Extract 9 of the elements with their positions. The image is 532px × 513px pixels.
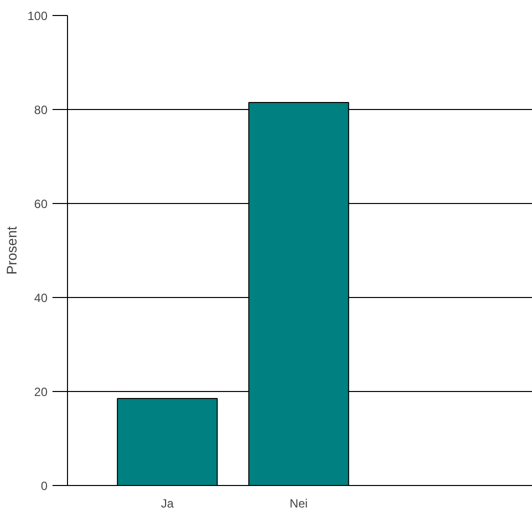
- y-tick-label: 0: [40, 479, 48, 493]
- y-tick-label: 100: [27, 9, 48, 23]
- x-tick-label: Ja: [160, 496, 174, 510]
- y-tick-label: 20: [34, 385, 48, 399]
- y-tick-label: 60: [34, 197, 48, 211]
- y-tick-label: 40: [34, 291, 48, 305]
- x-tick-label: Nei: [290, 496, 308, 510]
- y-tick-label: 80: [34, 103, 48, 117]
- y-axis-title: Prosent: [3, 226, 20, 275]
